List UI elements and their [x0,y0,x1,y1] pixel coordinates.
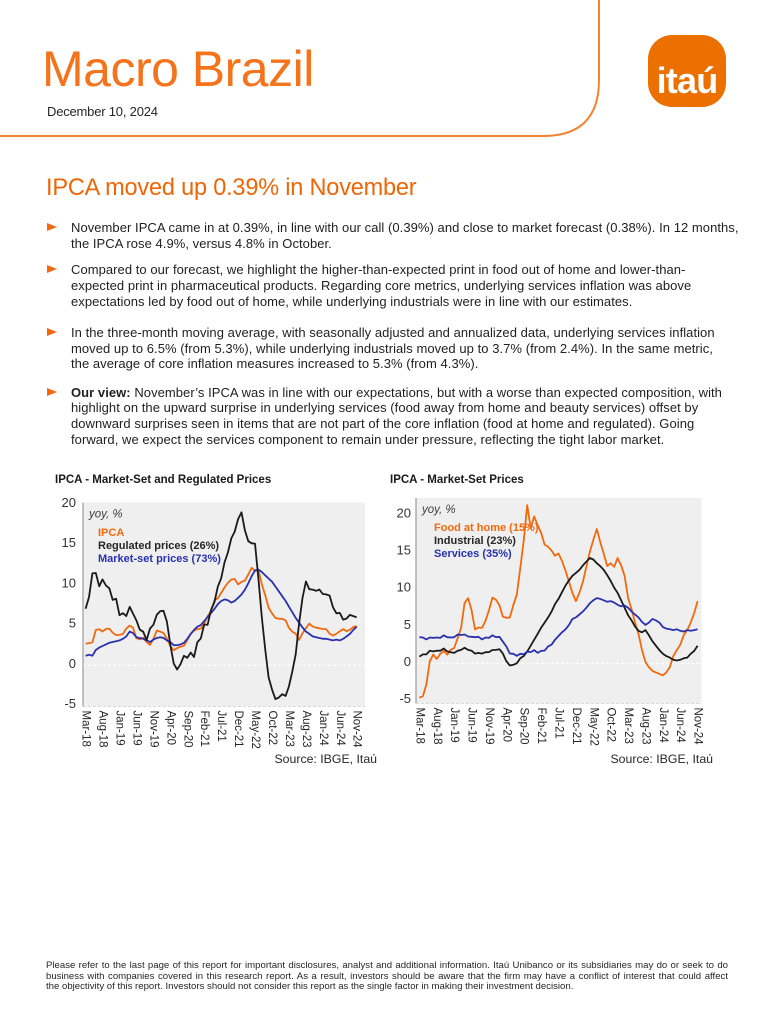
svg-text:15: 15 [397,543,411,558]
svg-text:IPCA - Market-Set and Regulate: IPCA - Market-Set and Regulated Prices [55,474,271,486]
svg-text:Market-set prices (73%): Market-set prices (73%) [98,553,221,565]
svg-text:Sep-20: Sep-20 [181,711,193,748]
svg-text:Source: IBGE, Itaú: Source: IBGE, Itaú [610,752,713,766]
svg-text:Oct-22: Oct-22 [605,708,617,743]
svg-text:Jan-19: Jan-19 [114,711,126,746]
svg-text:Feb-21: Feb-21 [198,711,210,747]
svg-text:Industrial (23%): Industrial (23%) [434,535,516,547]
svg-text:IPCA - Market-Set Prices: IPCA - Market-Set Prices [390,474,524,486]
svg-text:Services (35%): Services (35%) [434,548,512,560]
svg-text:-5: -5 [399,691,411,706]
svg-text:Jul-21: Jul-21 [215,711,227,742]
svg-text:Nov-19: Nov-19 [483,708,495,745]
svg-text:Jan-19: Jan-19 [448,708,460,743]
svg-text:Nov-19: Nov-19 [147,711,159,748]
svg-text:Mar-23: Mar-23 [283,711,295,747]
svg-text:15: 15 [62,535,76,550]
svg-text:Aug-23: Aug-23 [640,708,652,745]
svg-text:5: 5 [404,617,411,632]
svg-text:0: 0 [404,654,411,669]
svg-text:Jan-24: Jan-24 [657,708,669,744]
svg-text:-5: -5 [64,696,76,711]
svg-text:Aug-18: Aug-18 [97,711,109,748]
svg-text:Apr-20: Apr-20 [164,711,176,746]
svg-text:Jun-19: Jun-19 [130,711,142,746]
svg-text:Dec-21: Dec-21 [570,708,582,745]
svg-text:Feb-21: Feb-21 [535,708,547,744]
svg-text:10: 10 [62,575,76,590]
svg-text:Mar-18: Mar-18 [80,711,92,747]
svg-text:May-22: May-22 [249,711,261,749]
svg-text:yoy, %: yoy, % [88,509,123,521]
svg-text:5: 5 [69,616,76,631]
svg-text:Dec-21: Dec-21 [232,711,244,748]
svg-text:Jul-21: Jul-21 [553,708,565,739]
svg-text:Sep-20: Sep-20 [518,708,530,745]
svg-text:Jun-24: Jun-24 [674,708,686,744]
svg-text:IPCA: IPCA [98,527,124,539]
svg-text:Aug-23: Aug-23 [300,711,312,748]
svg-text:Nov-24: Nov-24 [692,708,704,746]
svg-text:20: 20 [62,495,76,510]
svg-text:20: 20 [397,505,411,520]
svg-text:Jun-24: Jun-24 [334,711,346,747]
svg-text:Mar-23: Mar-23 [622,708,634,744]
svg-text:Source: IBGE, Itaú: Source: IBGE, Itaú [274,752,377,766]
svg-text:Apr-20: Apr-20 [500,708,512,743]
svg-text:Jan-24: Jan-24 [317,711,329,747]
svg-text:Oct-22: Oct-22 [266,711,278,746]
svg-text:Regulated prices (26%): Regulated prices (26%) [98,540,219,552]
svg-text:Jun-19: Jun-19 [466,708,478,743]
svg-text:10: 10 [397,580,411,595]
svg-text:Mar-18: Mar-18 [413,708,425,744]
svg-text:Food at home (15%): Food at home (15%) [434,522,539,534]
svg-text:0: 0 [69,656,76,671]
svg-text:Nov-24: Nov-24 [351,711,363,749]
svg-text:May-22: May-22 [587,708,599,746]
svg-text:Aug-18: Aug-18 [431,708,443,745]
svg-text:yoy, %: yoy, % [421,504,456,516]
